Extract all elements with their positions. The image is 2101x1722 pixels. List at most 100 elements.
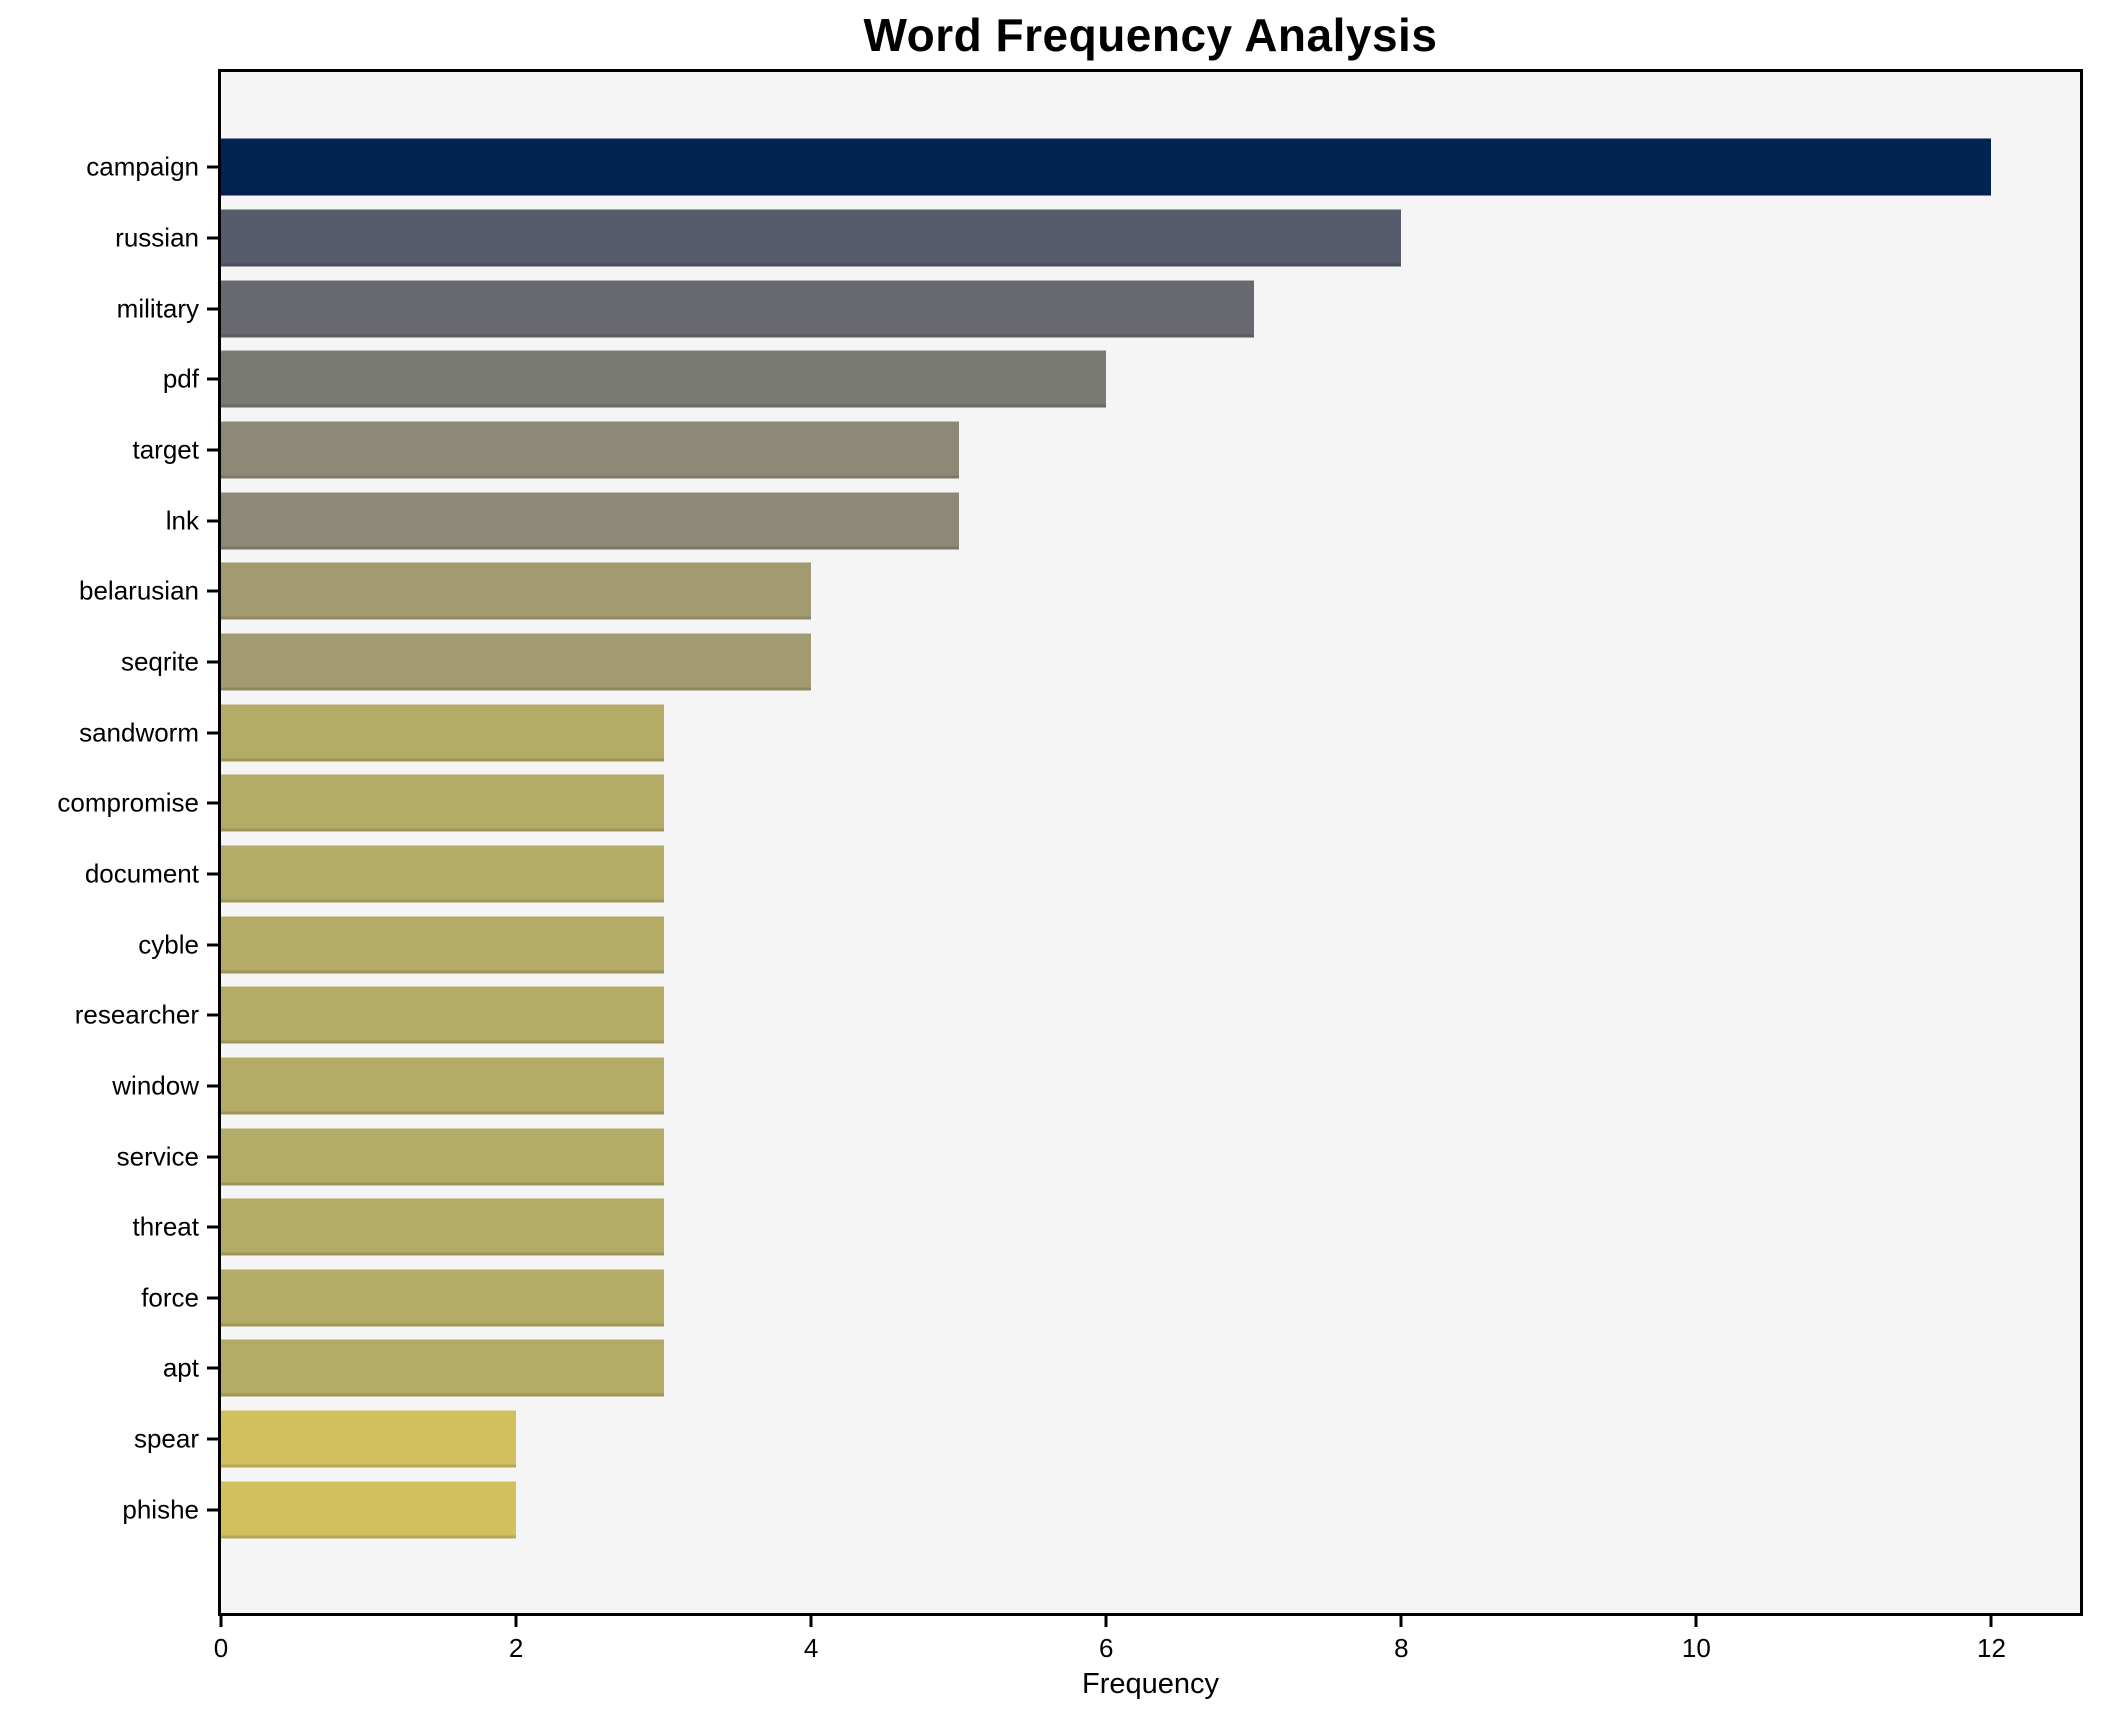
y-tick [207, 377, 218, 381]
y-tick [207, 519, 218, 523]
y-axis-label: pdf [162, 363, 199, 394]
y-axis-label: threat [132, 1211, 200, 1242]
bar-row: target [133, 415, 2080, 486]
plot-area: campaign russian military pdf target lnk… [57, 69, 2083, 1616]
y-axis-label: service [116, 1141, 199, 1172]
y-axis-label: seqrite [120, 646, 199, 677]
bar [221, 1128, 664, 1186]
y-tick [207, 943, 218, 947]
bar-row: force [141, 1263, 2080, 1334]
bar [221, 774, 664, 832]
bar-row: apt [163, 1333, 2080, 1404]
bar-row: pdf [163, 344, 2080, 415]
y-tick [207, 1296, 218, 1300]
bar-row: military [117, 273, 2080, 344]
bar [221, 209, 1402, 267]
y-axis-label: campaign [86, 151, 199, 182]
bar [221, 986, 664, 1044]
y-tick [207, 165, 218, 169]
y-tick [207, 1084, 218, 1088]
bar [221, 350, 1107, 408]
bar [221, 916, 664, 974]
y-tick [207, 660, 218, 664]
y-axis-label: compromise [57, 787, 199, 818]
y-tick [207, 1508, 218, 1512]
y-tick [207, 1437, 218, 1441]
x-axis-title: Frequency [1081, 1668, 1219, 1700]
x-tick [219, 1616, 223, 1627]
y-axis-label: military [116, 293, 199, 324]
bar-row: compromise [57, 768, 2080, 839]
y-axis-label: phishe [122, 1494, 199, 1525]
bar-row: phishe [122, 1474, 2080, 1545]
x-axis: 0 2 4 6 8 10 12 [214, 1616, 2080, 1676]
y-tick [207, 1225, 218, 1229]
bar [221, 1198, 664, 1256]
x-tick [1989, 1616, 1993, 1627]
y-axis-label: lnk [165, 505, 199, 536]
x-tick-label: 8 [1394, 1633, 1409, 1663]
bar-row: threat [133, 1192, 2080, 1263]
y-axis-label: russian [115, 222, 199, 253]
x-tick [1399, 1616, 1403, 1627]
bar-row: window [112, 1051, 2080, 1122]
bar-row: service [117, 1121, 2080, 1192]
y-axis-label: apt [162, 1352, 199, 1383]
bar [221, 562, 812, 620]
bar [221, 421, 959, 479]
x-tick [1694, 1616, 1698, 1627]
bar [221, 1339, 664, 1397]
bar-row: researcher [75, 980, 2080, 1051]
x-tick-label: 4 [803, 1633, 819, 1663]
y-axis-label: document [84, 858, 199, 889]
bar-rows: campaign russian military pdf target lnk… [57, 72, 2080, 1613]
x-tick-label: 0 [213, 1633, 229, 1663]
y-tick [207, 589, 218, 593]
bar-row: sandworm [79, 697, 2080, 768]
y-tick [207, 236, 218, 240]
bar-row: cyble [138, 909, 2080, 980]
y-axis-label: spear [133, 1423, 199, 1454]
y-tick [207, 1155, 218, 1159]
bar-row: seqrite [121, 627, 2080, 698]
bar-row: document [85, 839, 2080, 910]
y-tick [207, 1013, 218, 1017]
y-tick [207, 307, 218, 311]
bar [221, 1410, 517, 1468]
bar [221, 280, 1254, 338]
y-tick [207, 872, 218, 876]
x-tick-label: 6 [1099, 1633, 1114, 1663]
y-axis-label: researcher [74, 999, 199, 1030]
bar [221, 1269, 664, 1327]
y-tick [207, 1366, 218, 1370]
bar [221, 1057, 664, 1115]
bar-row: russian [115, 203, 2080, 274]
x-tick-label: 12 [1977, 1633, 2006, 1663]
y-axis-label: belarusian [79, 575, 199, 606]
bar-row: lnk [166, 485, 2080, 556]
x-tick [1104, 1616, 1108, 1627]
x-tick [809, 1616, 813, 1627]
y-axis-label: target [132, 434, 200, 465]
x-tick [514, 1616, 518, 1627]
x-tick-label: 2 [508, 1633, 524, 1663]
y-tick [207, 801, 218, 805]
y-tick [207, 731, 218, 735]
x-tick-label: 10 [1681, 1633, 1711, 1663]
bar [221, 845, 664, 903]
y-axis-label: force [141, 1282, 199, 1313]
y-axis-label: cyble [138, 929, 199, 960]
bar-row: belarusian [79, 556, 2080, 627]
bar-row: campaign [86, 132, 2080, 203]
bar-row: spear [134, 1404, 2080, 1475]
bar [221, 633, 812, 691]
bar [221, 704, 664, 762]
bar [221, 1481, 517, 1539]
y-axis-label: window [112, 1070, 199, 1101]
y-axis-label: sandworm [79, 717, 199, 748]
y-tick [207, 448, 218, 452]
bar [221, 492, 959, 550]
bar [221, 138, 1992, 196]
chart-title: Word Frequency Analysis [863, 9, 1438, 61]
